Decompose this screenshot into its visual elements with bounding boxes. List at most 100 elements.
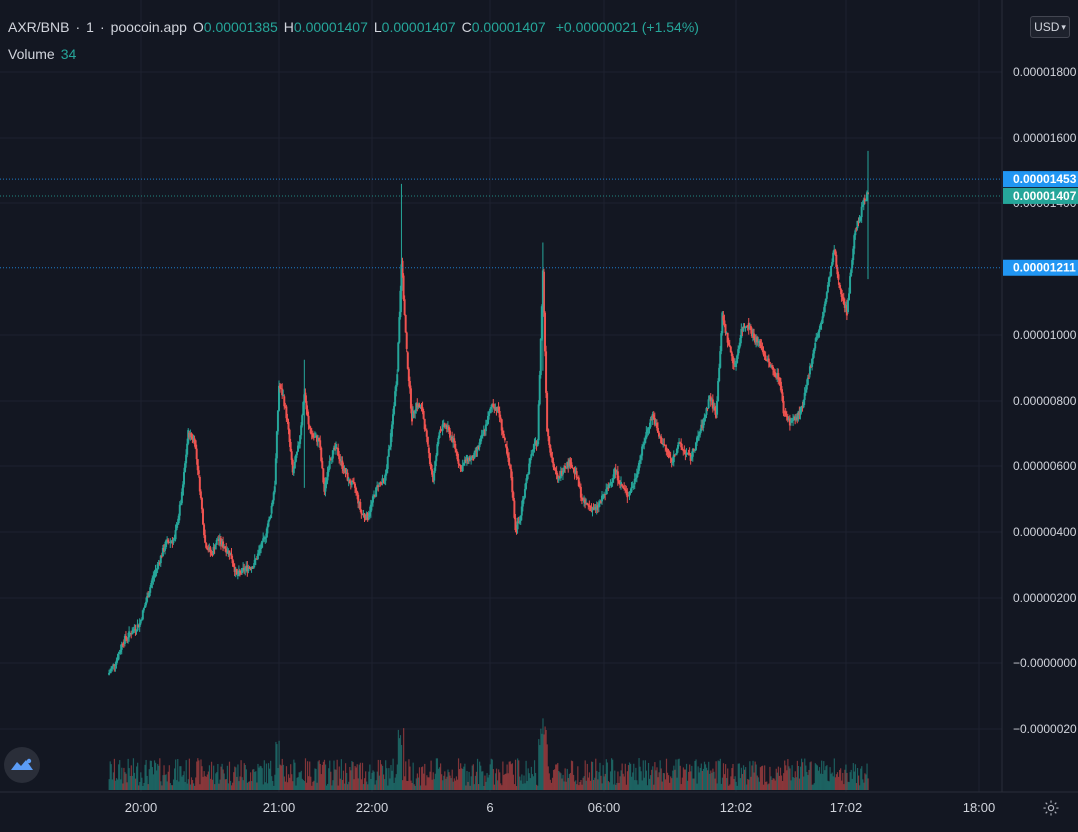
volume-bar [847,781,849,790]
volume-bar [258,767,260,790]
gear-icon[interactable] [1040,797,1062,819]
candle-body [724,324,727,333]
y-tick-label: 0.00000600 [1013,459,1077,473]
candle-body [336,447,339,449]
candle-body [249,567,252,569]
candle-body [659,436,662,438]
candle-body [332,447,335,451]
volume-bar [790,780,792,790]
volume-bar [471,765,473,790]
candle-body [533,443,536,450]
candle-body [504,443,507,447]
candle-body [544,312,546,352]
volume-bar [525,760,527,790]
candle-body [461,465,464,472]
volume-bar [640,771,642,790]
candle-body [726,332,729,343]
candle-body [213,546,216,550]
candle-body [413,411,416,414]
candle-body [360,510,363,514]
candle-body [698,434,701,437]
volume-bar [356,764,358,790]
candle-body [712,407,715,409]
candle-body [340,460,343,462]
candle-body [564,465,567,468]
volume-bar [734,776,736,790]
volume-bar [608,782,611,790]
volume-bar [213,765,215,790]
volume-bar [328,768,330,790]
volume-bar [266,783,269,790]
volume-bar [710,770,712,790]
volume-bar [498,769,500,790]
candle-body [861,205,864,207]
volume-bar [684,769,687,790]
volume-bar [184,782,186,790]
volume-bar [375,780,377,790]
volume-bar [780,775,783,790]
volume-bar [492,769,494,790]
candle-body [858,217,861,223]
candle-body [177,515,180,524]
volume-bar [167,771,169,790]
candle-body [499,417,502,420]
candle-body [451,436,454,442]
tradingview-logo-icon[interactable] [4,747,40,783]
candle-body [398,317,401,343]
candle-body [732,363,735,365]
interval-label[interactable]: 1 [86,19,94,35]
candle-body [495,407,498,411]
volume-bar [841,780,843,790]
candle-body [721,312,724,334]
volume-bar [554,769,556,790]
candle-body [123,636,126,644]
candle-body [329,458,332,460]
volume-bar [754,761,756,790]
volume-bar [463,766,465,790]
x-tick-label: 18:00 [963,800,996,815]
volume-bar [805,765,807,790]
volume-bar [288,774,290,790]
volume-bar [520,780,522,790]
volume-bar [186,783,188,790]
volume-bar [555,764,557,790]
volume-bar [605,759,607,790]
currency-select[interactable]: USD ▾ [1030,16,1070,38]
candle-body [800,406,803,409]
volume-bar [625,784,627,790]
volume-bar [770,776,772,790]
candle-body [459,465,462,469]
volume-bar [589,780,592,790]
volume-bar [132,758,135,790]
candle-body [301,415,304,426]
candle-body [186,443,189,455]
candle-body [118,652,121,654]
candle-body [532,449,535,452]
candle-body [358,502,361,504]
candle-body [428,453,431,464]
volume-bar [688,771,690,790]
volume-bar [694,760,696,790]
volume-bar [482,771,484,790]
volume-bar [600,775,602,790]
symbol-label[interactable]: AXR/BNB [8,19,70,35]
candle-body [677,444,679,449]
candle-body [661,442,664,445]
candle-body [711,399,714,409]
candle-body [558,476,561,479]
volume-bar [197,758,199,790]
candle-body [727,342,730,346]
candle-body [228,550,231,556]
candle-body [852,248,855,261]
volume-bar [512,774,515,790]
candle-body [129,632,132,635]
x-tick-label: 20:00 [125,800,158,815]
volume-bar [831,772,833,790]
candle-body [404,314,407,333]
candle-body [580,497,583,500]
volume-bar [251,781,253,790]
candle-body [158,562,161,564]
volume-bar [473,784,475,790]
